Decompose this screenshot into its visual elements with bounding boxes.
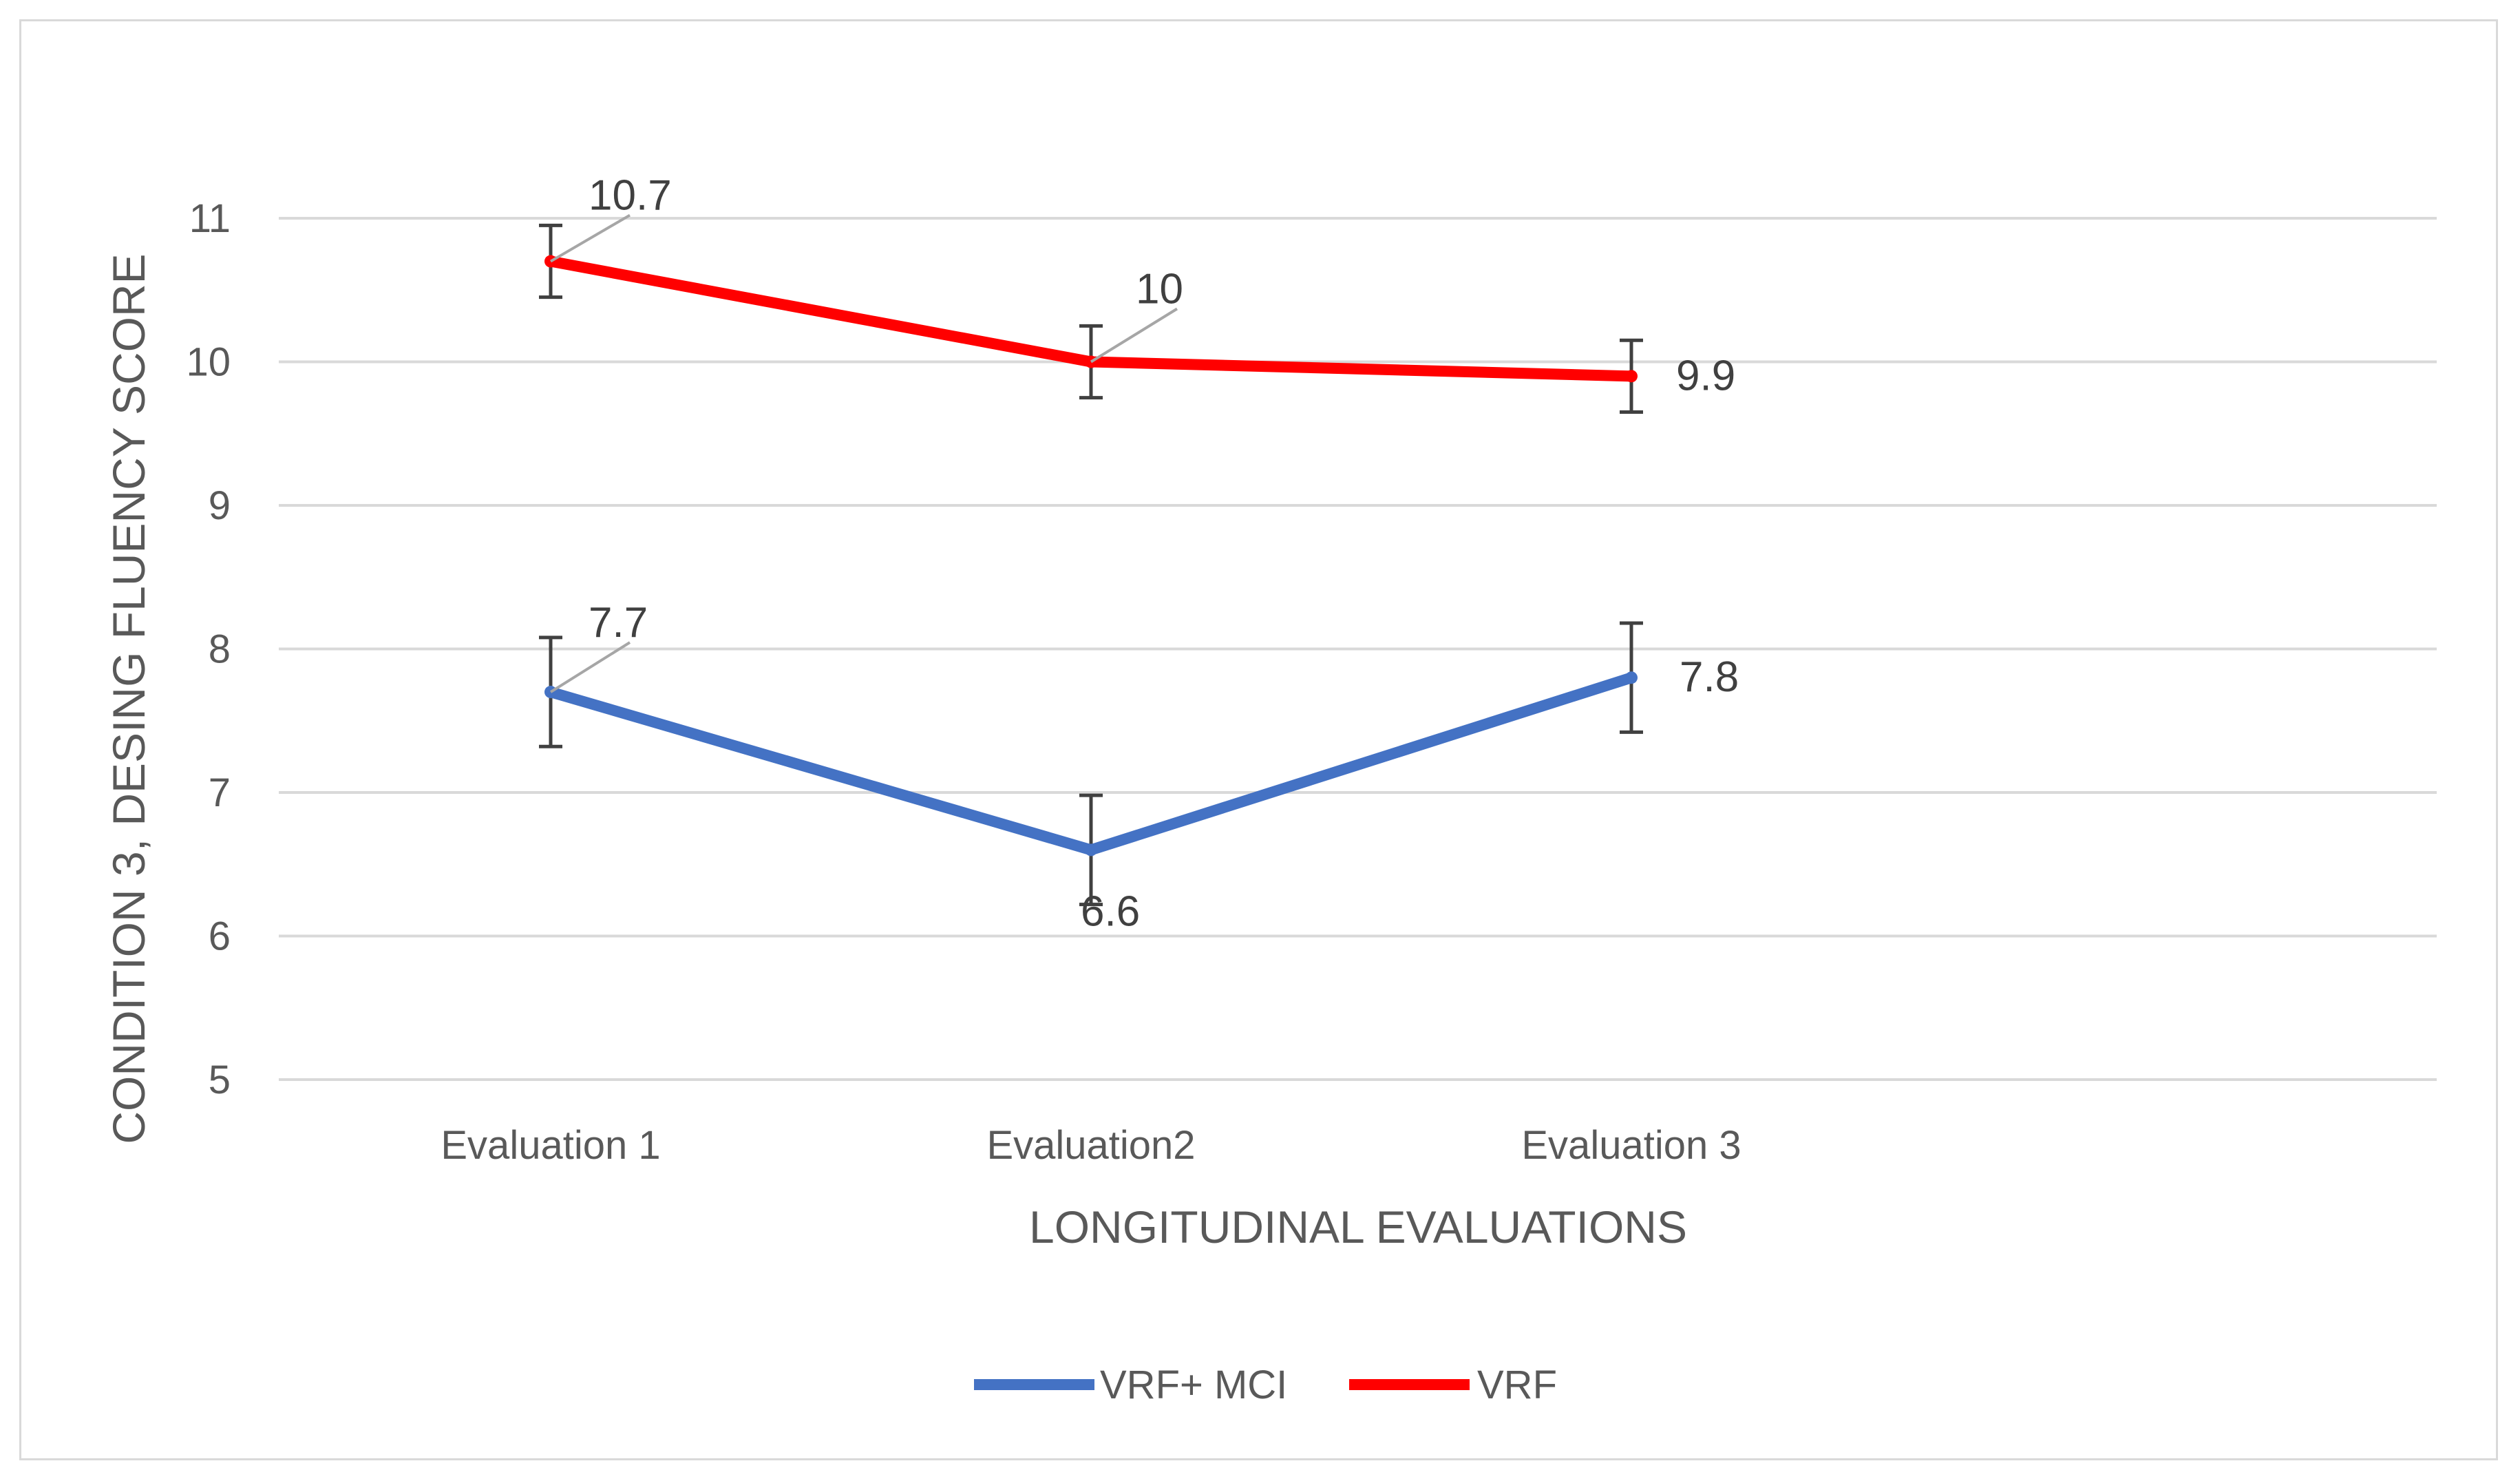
y-tick-label: 7 — [209, 770, 231, 815]
data-point — [1085, 843, 1097, 857]
data-point — [1625, 370, 1638, 383]
legend-label-vrf-mci: VRF+ MCI — [1100, 1363, 1287, 1407]
gridlines — [279, 217, 2437, 1081]
data-label-leader — [549, 641, 631, 693]
x-category-labels: Evaluation 1 Evaluation2 Evaluation 3 — [441, 1123, 1741, 1168]
y-tick-label: 6 — [209, 914, 231, 959]
y-tick-label: 11 — [189, 196, 231, 241]
y-tick-label: 5 — [209, 1058, 231, 1102]
y-tick-label: 8 — [209, 627, 231, 672]
error-bars — [539, 223, 1643, 907]
y-tick-labels: 5 6 7 8 9 10 11 — [186, 196, 231, 1102]
y-tick-label: 10 — [186, 340, 231, 385]
x-category-label: Evaluation 1 — [441, 1123, 660, 1168]
data-label-leader — [1090, 307, 1178, 364]
legend-label-vrf: VRF — [1477, 1363, 1557, 1407]
data-labels: 7.7 6.6 7.8 10.7 10 9.9 — [589, 172, 1739, 936]
data-label-leaders — [549, 213, 1178, 693]
data-label: 10.7 — [589, 172, 672, 220]
x-category-label: Evaluation 3 — [1521, 1123, 1741, 1168]
x-axis-title: LONGITUDINAL EVALUATIONS — [1029, 1201, 1687, 1252]
x-category-label: Evaluation2 — [986, 1123, 1195, 1168]
chart-frame — [19, 19, 2498, 1460]
data-point — [1625, 671, 1638, 684]
data-label: 6.6 — [1081, 887, 1140, 935]
y-axis-title: CONDITION 3, DESING FLUENCY SCORE — [103, 253, 154, 1144]
data-label: 10 — [1136, 266, 1183, 313]
data-label-leader — [549, 213, 631, 263]
y-tick-label: 9 — [209, 483, 231, 528]
legend: VRF+ MCI VRF — [974, 1363, 1557, 1407]
data-label: 7.7 — [589, 599, 648, 647]
data-label: 9.9 — [1676, 352, 1735, 399]
data-label: 7.8 — [1680, 653, 1739, 701]
